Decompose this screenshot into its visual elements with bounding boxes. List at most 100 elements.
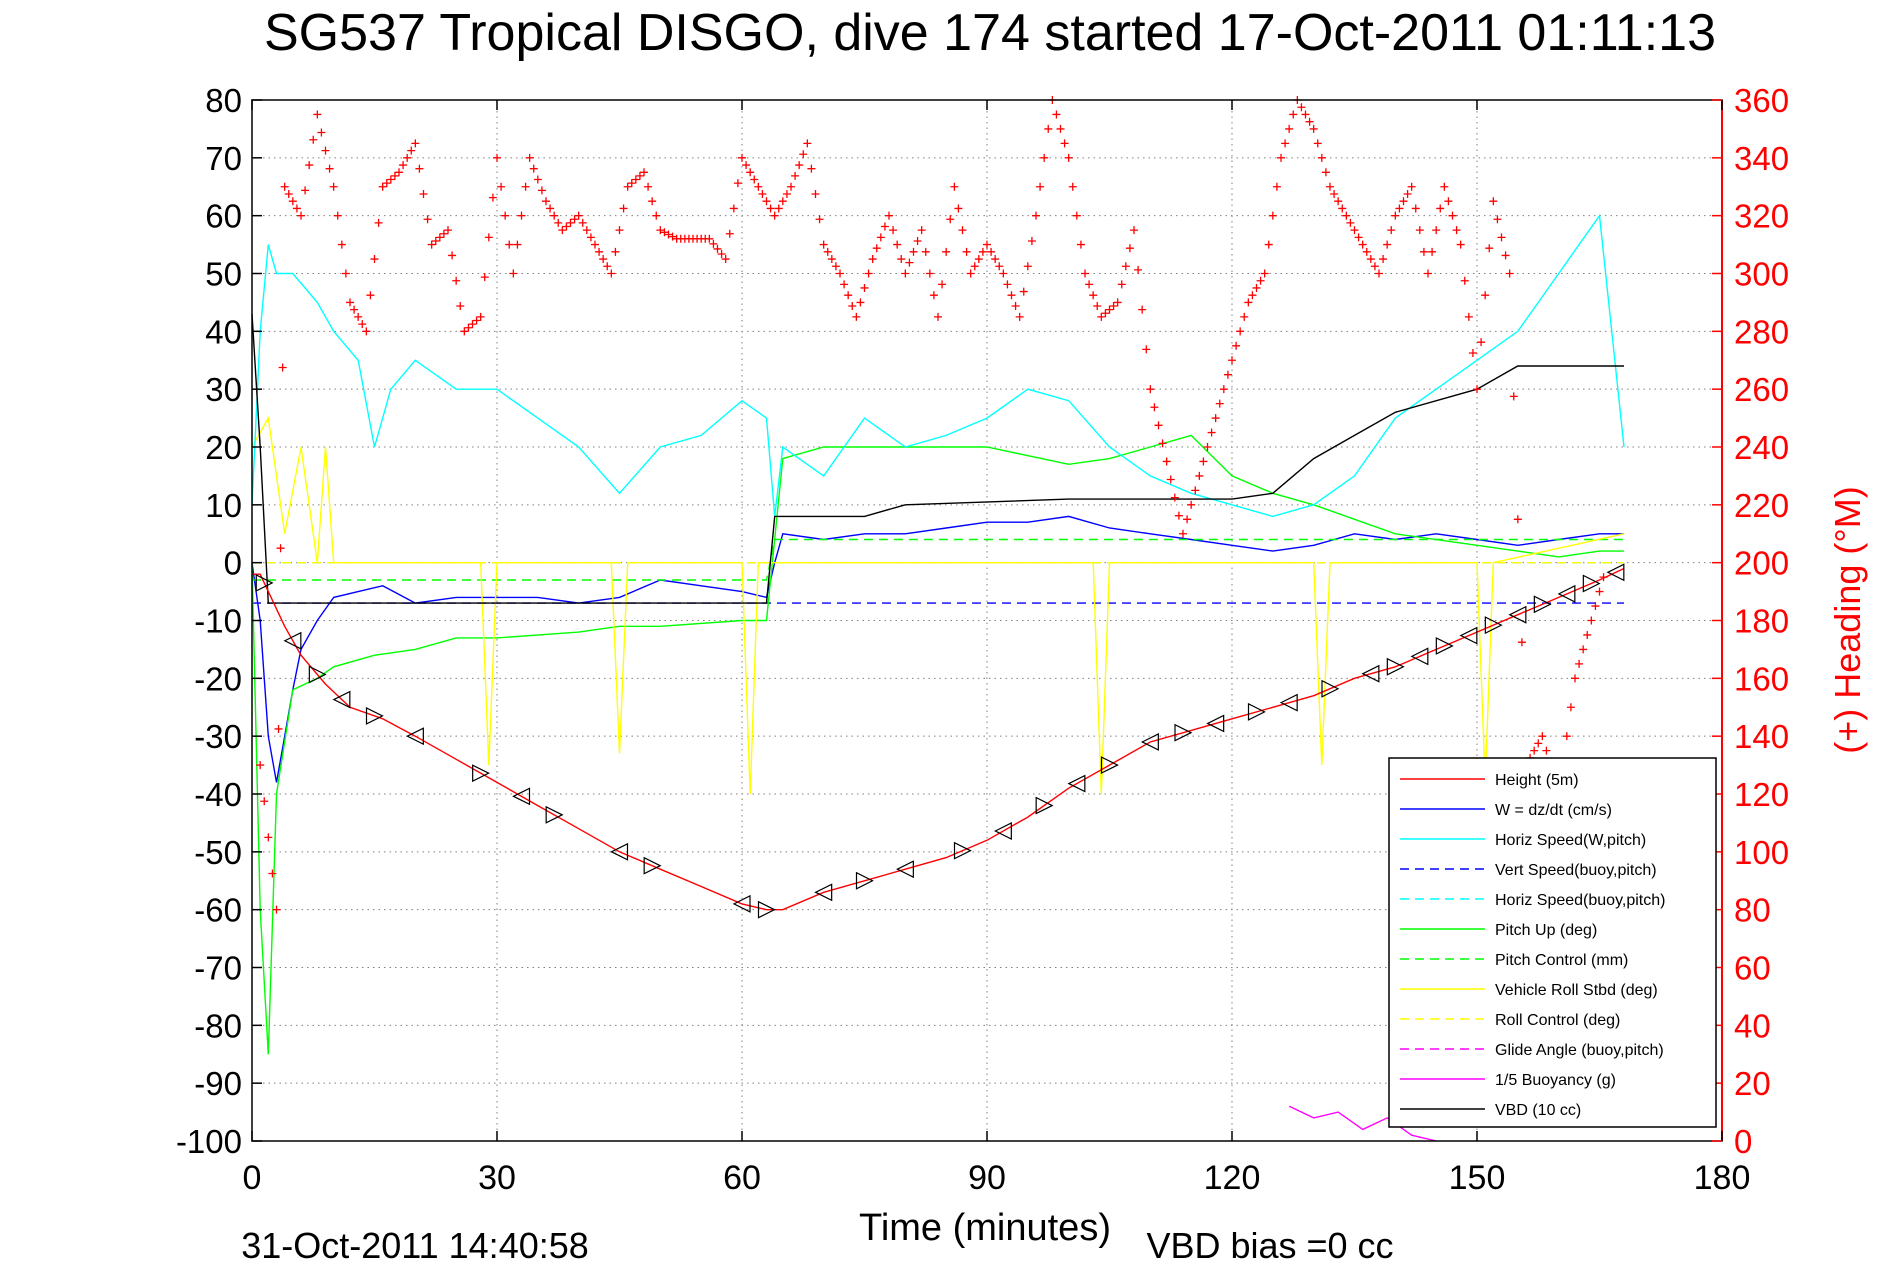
y2-tick-label: 0: [1734, 1123, 1752, 1160]
heading-marker: [292, 204, 301, 213]
heading-marker: [656, 226, 665, 235]
heading-marker: [1023, 262, 1032, 271]
heading-marker: [1064, 153, 1073, 162]
heading-marker: [399, 161, 408, 170]
y-tick-label: 10: [205, 487, 242, 524]
heading-marker: [378, 182, 387, 191]
heading-marker: [1583, 630, 1592, 639]
heading-marker: [325, 164, 334, 173]
heading-marker: [525, 153, 534, 162]
heading-marker: [599, 255, 608, 264]
heading-marker: [1011, 302, 1020, 311]
heading-marker: [799, 150, 808, 159]
heading-marker: [876, 233, 885, 242]
heading-marker: [1072, 211, 1081, 220]
y-tick-label: 80: [205, 82, 242, 119]
heading-marker: [1215, 399, 1224, 408]
legend-label-horiz-speed-buoy-pitch: Horiz Speed(buoy,pitch): [1495, 892, 1665, 909]
legend-label-horiz-speed-w-pitch: Horiz Speed(W,pitch): [1495, 832, 1646, 849]
heading-marker: [1277, 153, 1285, 162]
heading-marker: [1191, 486, 1200, 495]
y2-tick-label: 280: [1734, 313, 1789, 350]
heading-marker: [591, 240, 599, 249]
heading-marker: [648, 197, 657, 206]
heading-marker: [889, 226, 898, 235]
heading-marker: [480, 273, 489, 282]
heading-marker: [256, 761, 265, 770]
heading-marker: [513, 240, 522, 249]
heading-marker: [419, 189, 428, 198]
heading-marker: [313, 110, 322, 119]
heading-marker: [1040, 153, 1049, 162]
heading-marker: [1566, 703, 1575, 712]
heading-marker: [533, 175, 542, 184]
heading-marker: [644, 182, 653, 191]
heading-marker: [578, 218, 587, 227]
y-tick-label: 20: [205, 429, 242, 466]
x-tick-label: 90: [968, 1159, 1006, 1197]
y-axis-right: 3603403203002802602402202001801601401201…: [1712, 82, 1789, 1160]
legend-label-w-dz-dt-cm-s: W = dz/dt (cm/s): [1495, 802, 1612, 819]
heading-marker: [787, 182, 795, 191]
heading-marker: [1513, 515, 1522, 524]
y-tick-label: -20: [194, 660, 242, 697]
heading-marker: [615, 226, 624, 235]
heading-marker: [1117, 280, 1126, 289]
heading-marker: [1366, 255, 1375, 264]
heading-marker: [1150, 403, 1159, 412]
x-axis: 0 30 60 90 120 150 180: [243, 100, 1750, 1197]
heading-marker: [995, 262, 1004, 271]
height-triangle-marker: [1067, 774, 1086, 793]
heading-marker: [407, 146, 416, 155]
series-pitch-up-deg: [251, 434, 1624, 1055]
heading-marker: [1330, 189, 1339, 198]
heading-marker: [729, 204, 738, 213]
heading-marker: [1452, 226, 1461, 235]
heading-marker: [1252, 283, 1261, 292]
heading-marker: [509, 269, 518, 278]
footer-vbd-bias: VBD bias =0 cc: [1146, 1225, 1393, 1262]
heading-marker: [1207, 428, 1216, 437]
heading-marker: [582, 226, 591, 235]
heading-marker: [717, 249, 726, 258]
x-axis-label: Time (minutes): [859, 1207, 1111, 1249]
heading-marker: [970, 262, 979, 271]
height-triangle-marker: [1557, 584, 1576, 603]
heading-marker: [574, 211, 583, 220]
height-triangle-marker: [643, 856, 662, 875]
heading-marker: [301, 186, 310, 195]
heading-marker: [1256, 276, 1265, 285]
heading-marker: [1125, 244, 1134, 253]
heading-marker: [1350, 226, 1359, 235]
heading-marker: [1268, 211, 1277, 220]
heading-marker: [341, 269, 350, 278]
heading-marker: [770, 211, 779, 220]
heading-marker: [905, 258, 914, 267]
height-triangle-marker: [332, 690, 351, 709]
height-triangle-marker: [365, 706, 384, 725]
heading-marker: [595, 247, 604, 256]
heading-marker: [1428, 247, 1437, 256]
legend-label-1-5-buoyancy-g: 1/5 Buoyancy (g): [1495, 1072, 1616, 1089]
heading-marker: [1297, 103, 1306, 112]
heading-marker: [505, 240, 514, 249]
heading-marker: [1309, 124, 1318, 133]
heading-marker: [1370, 262, 1379, 271]
heading-marker: [288, 197, 297, 206]
heading-marker: [1321, 168, 1330, 177]
y-tick-label: 60: [205, 198, 242, 235]
heading-marker: [807, 164, 816, 173]
heading-marker: [1272, 182, 1281, 191]
y2-tick-label: 20: [1734, 1065, 1771, 1102]
heading-marker: [350, 305, 359, 314]
heading-marker: [1285, 124, 1294, 133]
heading-marker: [848, 302, 857, 311]
heading-marker: [484, 233, 493, 242]
heading-marker: [276, 544, 285, 553]
legend-label-pitch-control-mm: Pitch Control (mm): [1495, 952, 1628, 969]
series-w-dz-dt-cm-s: [251, 515, 1624, 783]
height-triangle-marker: [1321, 679, 1340, 698]
heading-marker: [1134, 265, 1143, 274]
heading-marker: [950, 182, 959, 191]
